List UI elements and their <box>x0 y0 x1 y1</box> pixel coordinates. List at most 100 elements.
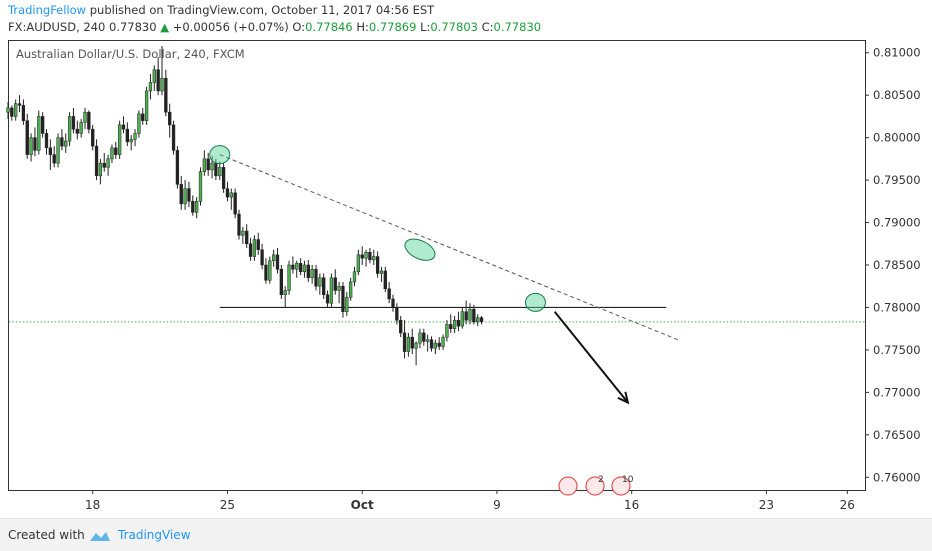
candle <box>360 246 364 265</box>
y-tick-label: 0.76500 <box>873 428 921 442</box>
candle <box>333 269 337 295</box>
candle-body <box>98 162 103 177</box>
candlestick-chart[interactable]: Australian Dollar/U.S. Dollar, 240, FXCM… <box>0 40 932 518</box>
candle <box>6 101 10 119</box>
candle <box>287 260 291 295</box>
candles <box>6 45 484 366</box>
projection-arrow <box>553 311 629 404</box>
candle-body <box>406 336 411 352</box>
candle-body <box>472 308 476 323</box>
candle-body <box>71 116 76 130</box>
candle <box>418 328 422 349</box>
candle-body <box>414 342 418 349</box>
event-markers[interactable]: 2 10 <box>558 475 634 496</box>
candle-body <box>452 319 457 329</box>
candle-body <box>368 252 372 261</box>
candle-body <box>476 317 480 323</box>
candle <box>79 118 83 138</box>
candle-body <box>48 147 53 155</box>
candle-body <box>214 162 218 177</box>
us-flag-event-icon[interactable] <box>585 476 605 496</box>
candle <box>21 99 26 125</box>
candle <box>44 129 49 155</box>
candle-body <box>25 120 29 155</box>
candle <box>275 248 280 274</box>
last-price: 0.77830 <box>109 20 157 34</box>
candle <box>379 266 384 282</box>
y-tick-label: 0.80000 <box>873 131 921 145</box>
candle <box>144 86 149 125</box>
candle <box>160 45 164 96</box>
candle <box>56 133 60 168</box>
candle-body <box>418 332 422 344</box>
candle-body <box>306 264 310 278</box>
candle <box>406 332 411 357</box>
candle <box>375 251 380 278</box>
candle-body <box>349 281 353 298</box>
candle <box>129 135 133 151</box>
candle-body <box>168 111 172 126</box>
candle <box>248 237 253 261</box>
candle-body <box>133 133 137 140</box>
candle <box>245 224 249 249</box>
candle-body <box>410 336 414 349</box>
candle-body <box>195 201 199 213</box>
candle-body <box>468 308 472 321</box>
candle-body <box>144 90 149 121</box>
candle <box>60 129 64 151</box>
candle <box>426 334 430 352</box>
candle <box>10 105 14 121</box>
us-flag-event-icon[interactable] <box>611 476 631 496</box>
candle-body <box>237 213 241 236</box>
candle-body <box>433 342 438 349</box>
candle-body <box>298 263 303 273</box>
candle-body <box>402 332 407 352</box>
candle-body <box>337 285 341 291</box>
candle <box>472 304 476 325</box>
candle-body <box>460 311 464 327</box>
candle <box>341 281 345 318</box>
time-axis[interactable]: 18 25 Oct 9 16 23 26 <box>85 490 855 512</box>
candle <box>191 195 195 216</box>
candle-body <box>329 277 334 304</box>
candle-body <box>225 188 230 198</box>
candle-body <box>121 124 126 130</box>
candle <box>52 146 56 168</box>
candle <box>125 122 129 147</box>
candle-body <box>21 105 26 121</box>
candle-body <box>110 147 114 160</box>
candle <box>206 152 210 176</box>
tradingview-link[interactable]: TradingView <box>118 528 191 542</box>
candle-body <box>379 270 384 274</box>
chart-area[interactable]: Australian Dollar/U.S. Dollar, 240, FXCM… <box>0 40 932 518</box>
candle <box>456 311 461 332</box>
candle-body <box>94 145 99 177</box>
candle <box>306 259 310 282</box>
change-value: +0.00056 (+0.07%) <box>172 20 289 34</box>
candle-body <box>206 158 210 171</box>
candle <box>87 110 91 134</box>
author-link[interactable]: TradingFellow <box>8 3 87 17</box>
candle-body <box>260 249 264 266</box>
event-count: 2 <box>598 475 604 485</box>
candle-body <box>422 332 426 342</box>
candle <box>233 188 237 219</box>
candle <box>260 243 264 270</box>
candle-body <box>302 264 307 273</box>
tradingview-logo-icon[interactable] <box>88 529 112 543</box>
price-axis[interactable]: 0.81000 0.80500 0.80000 0.79500 0.79000 0.785… <box>865 46 921 485</box>
ohlc-line: FX:AUDUSD, 240 0.77830 ▲ +0.00056 (+0.07… <box>8 20 541 34</box>
candle-body <box>245 230 249 245</box>
candle-body <box>114 147 118 155</box>
candle <box>241 226 245 244</box>
candle-body <box>333 277 337 291</box>
candle-body <box>79 122 83 134</box>
us-flag-event-icon[interactable] <box>558 476 578 496</box>
footer: Created with TradingView <box>0 518 932 551</box>
candle <box>337 281 341 304</box>
candle-body <box>360 254 364 259</box>
candle <box>29 133 33 162</box>
candle <box>91 124 95 151</box>
y-tick-label: 0.80500 <box>873 88 921 102</box>
y-tick-label: 0.78500 <box>873 258 921 272</box>
